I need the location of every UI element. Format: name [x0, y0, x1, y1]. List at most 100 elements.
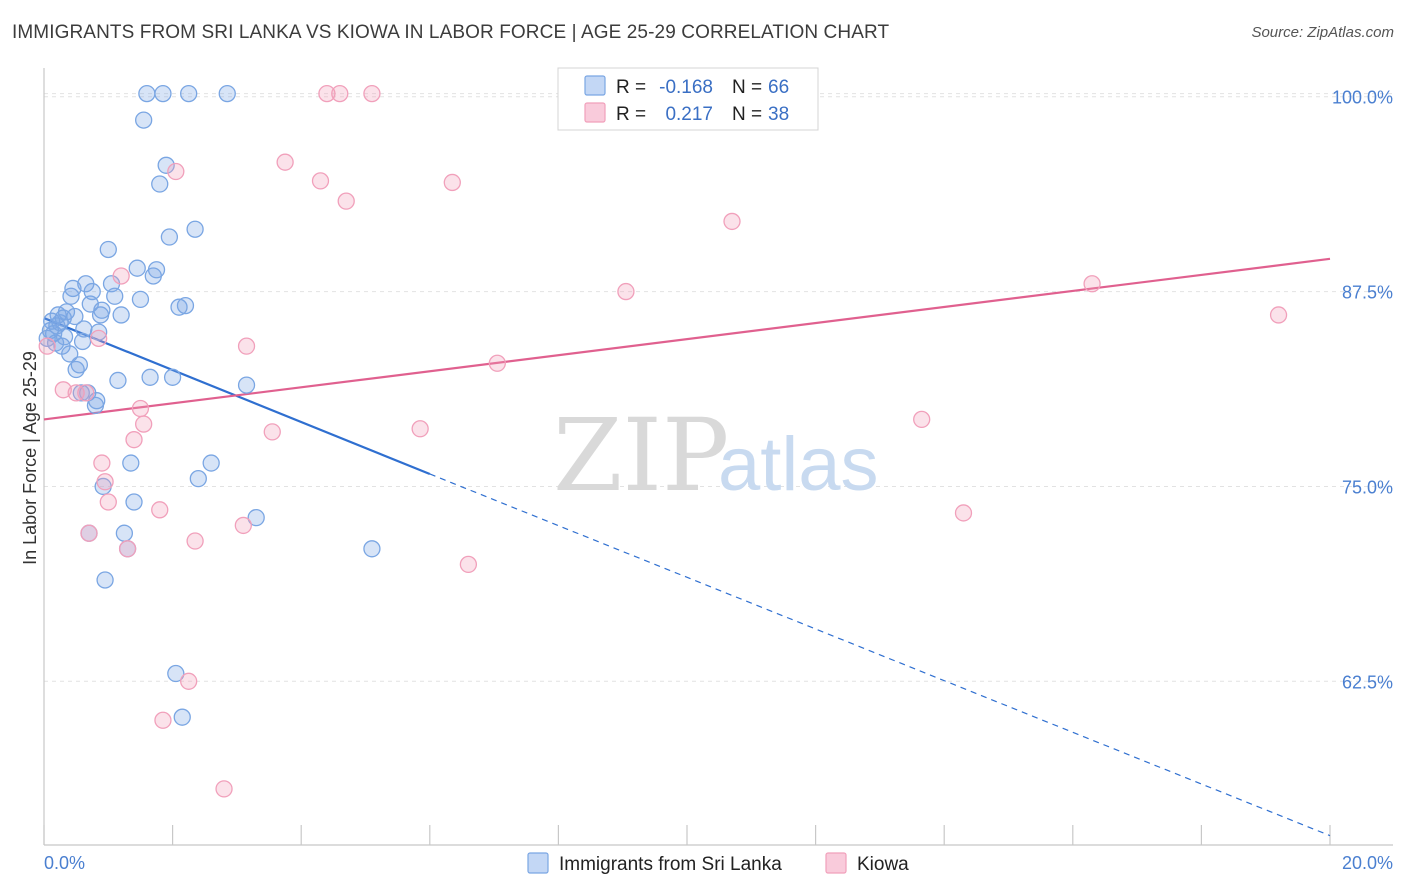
- series-sri-lanka-points: [38, 84, 381, 726]
- point-sri-lanka: [67, 360, 85, 379]
- point-sri-lanka: [141, 368, 159, 386]
- point-sri-lanka: [189, 469, 207, 488]
- stats-n-value-sri-lanka: 66: [768, 77, 789, 98]
- stats-legend: R = -0.168 N = 66 R = 0.217 N = 38: [557, 67, 819, 131]
- point-kiowa: [99, 493, 117, 511]
- point-sri-lanka: [83, 282, 101, 301]
- point-kiowa: [215, 780, 233, 798]
- y-tick-label: 87.5%: [1342, 283, 1393, 303]
- trend-line-sri-lanka-extension: [429, 473, 1331, 837]
- point-kiowa: [363, 84, 381, 103]
- point-kiowa: [954, 504, 973, 522]
- point-sri-lanka: [237, 376, 256, 394]
- point-kiowa: [151, 501, 169, 519]
- point-kiowa: [80, 524, 98, 542]
- point-sri-lanka: [176, 296, 195, 315]
- watermark: ZIP atlas: [553, 397, 879, 514]
- point-kiowa: [1083, 275, 1101, 293]
- stats-n-label-sri-lanka: N =: [732, 77, 762, 98]
- point-kiowa: [186, 532, 204, 550]
- stats-r-value-sri-lanka: -0.168: [659, 77, 713, 98]
- point-kiowa: [96, 473, 114, 491]
- series-legend: Immigrants from Sri Lanka Kiowa: [527, 852, 909, 875]
- axes: [43, 68, 1393, 846]
- point-sri-lanka: [99, 240, 117, 259]
- stats-r-value-kiowa: 0.217: [665, 104, 713, 125]
- point-kiowa: [1269, 306, 1288, 324]
- watermark-atlas: atlas: [718, 422, 879, 507]
- stats-r-label-kiowa: R =: [616, 104, 646, 125]
- chart-source: Source: ZipAtlas.com: [1251, 24, 1394, 41]
- point-sri-lanka: [109, 371, 127, 390]
- point-kiowa: [93, 454, 111, 472]
- point-kiowa: [276, 153, 294, 171]
- series-kiowa-points: [38, 84, 1288, 798]
- point-kiowa: [331, 84, 349, 103]
- point-kiowa: [318, 84, 336, 103]
- stats-legend-swatch-sri-lanka: [584, 75, 606, 96]
- watermark-zip: ZIP: [553, 397, 729, 514]
- point-kiowa: [180, 672, 198, 690]
- x-tick-label-max: 20.0%: [1342, 853, 1393, 873]
- point-kiowa: [411, 420, 429, 438]
- point-sri-lanka: [125, 493, 143, 511]
- point-sri-lanka: [180, 84, 198, 103]
- point-sri-lanka: [90, 323, 108, 341]
- point-kiowa: [54, 381, 72, 399]
- point-sri-lanka: [167, 664, 185, 683]
- point-sri-lanka: [202, 454, 220, 472]
- point-sri-lanka: [70, 356, 89, 374]
- point-sri-lanka: [93, 301, 111, 319]
- point-kiowa: [67, 384, 85, 402]
- point-kiowa: [135, 415, 153, 433]
- chart-title: IMMIGRANTS FROM SRI LANKA VS KIOWA IN LA…: [12, 22, 890, 43]
- point-kiowa: [167, 162, 185, 181]
- point-sri-lanka: [122, 454, 140, 472]
- point-kiowa: [263, 423, 281, 441]
- trend-line-kiowa: [43, 257, 1331, 421]
- stats-n-value-kiowa: 38: [768, 104, 789, 125]
- point-sri-lanka: [57, 303, 76, 321]
- y-tick-label: 62.5%: [1342, 672, 1393, 692]
- y-axis-label: In Labor Force | Age 25-29: [20, 351, 40, 565]
- point-sri-lanka: [131, 290, 150, 309]
- y-tick-label: 75.0%: [1342, 477, 1393, 497]
- point-sri-lanka: [138, 84, 156, 103]
- x-tick-label-min: 0.0%: [44, 853, 85, 873]
- point-kiowa: [459, 555, 478, 574]
- point-sri-lanka: [363, 540, 381, 558]
- point-sri-lanka: [73, 332, 92, 351]
- data-points: [38, 84, 1288, 798]
- point-sri-lanka: [66, 307, 84, 326]
- point-sri-lanka: [106, 287, 124, 305]
- point-kiowa: [311, 172, 330, 190]
- point-sri-lanka: [163, 368, 182, 386]
- y-tick-labels: 62.5% 75.0% 87.5% 100.0%: [1332, 88, 1393, 693]
- point-kiowa: [617, 282, 635, 301]
- point-kiowa: [913, 410, 931, 429]
- point-sri-lanka: [55, 328, 74, 346]
- stats-r-label-sri-lanka: R =: [616, 77, 646, 98]
- point-sri-lanka: [154, 84, 172, 103]
- legend-swatch-kiowa: [825, 852, 847, 874]
- point-sri-lanka: [128, 259, 146, 277]
- point-kiowa: [237, 337, 256, 355]
- point-sri-lanka: [186, 220, 204, 238]
- point-kiowa: [337, 192, 355, 210]
- point-kiowa: [38, 337, 56, 355]
- point-kiowa: [488, 354, 506, 372]
- point-sri-lanka: [157, 156, 175, 174]
- point-kiowa: [234, 516, 252, 535]
- point-sri-lanka: [247, 508, 265, 527]
- trend-lines: [43, 257, 1331, 837]
- stats-legend-swatch-kiowa: [584, 102, 606, 123]
- point-kiowa: [112, 267, 130, 285]
- point-kiowa: [125, 431, 143, 449]
- point-kiowa: [118, 540, 137, 558]
- point-kiowa: [443, 173, 461, 192]
- point-sri-lanka: [72, 384, 90, 402]
- point-sri-lanka: [218, 84, 236, 103]
- legend-label-kiowa: Kiowa: [857, 854, 909, 875]
- point-sri-lanka: [112, 306, 130, 324]
